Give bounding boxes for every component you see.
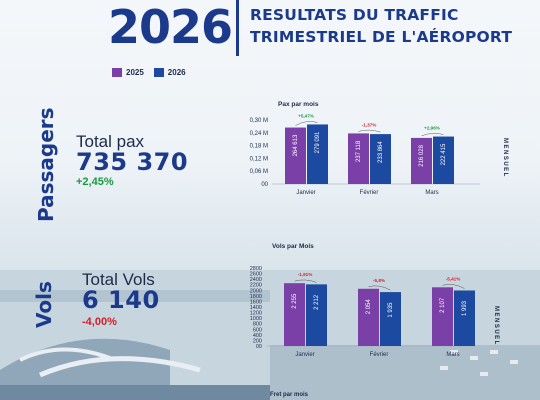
- bar-value-label: 237 118: [356, 140, 362, 162]
- y-tick-label: 0,12 M: [250, 156, 268, 162]
- y-tick-label: 1000: [250, 316, 262, 322]
- legend-item-2026: 2026: [153, 68, 186, 77]
- y-tick-label: 800: [253, 322, 262, 328]
- x-tick-label: Février: [370, 352, 389, 358]
- bar-2025-mars: [411, 137, 432, 184]
- flights-chart: Vols par Mois002004006008001000120014001…: [250, 243, 476, 358]
- y-tick-label: 2800: [250, 266, 262, 272]
- pax-chart: Pax par mois 00 0,06 M 0,12 M 0,18 M 0,24 M 0,…: [250, 101, 480, 196]
- flights-kpi-value: 6 140: [82, 286, 160, 314]
- y-tick-label: 0,30 M: [250, 118, 268, 124]
- bar-2025-janvier: [285, 127, 306, 184]
- bar-value-label: 216 028: [419, 144, 425, 166]
- y-tick-label: 1400: [250, 305, 262, 311]
- y-tick-label: 00: [261, 182, 268, 188]
- legend-label-2026: 2026: [167, 68, 186, 77]
- change-arc: [295, 121, 318, 126]
- y-tick-label: 0,06 M: [250, 169, 268, 175]
- x-tick-label: Mars: [425, 190, 438, 196]
- passengers-kpi-value: 735 370: [76, 148, 189, 176]
- bar-value-label: 2 054: [366, 299, 372, 315]
- y-tick-label: 1200: [250, 311, 262, 317]
- y-tick-label: 2000: [250, 288, 262, 294]
- bar-value-label: 2 107: [440, 297, 446, 313]
- y-tick-label: 200: [253, 338, 262, 344]
- change-arc: [442, 284, 465, 289]
- bar-2025-février: [358, 288, 379, 346]
- fret-chart-title: Fret par mois: [270, 392, 309, 398]
- change-arc: [294, 279, 317, 283]
- bar-value-label: 264 613: [293, 134, 299, 156]
- x-tick-label: Mars: [446, 352, 459, 358]
- bar-value-label: 1 935: [388, 302, 394, 318]
- change-label: -5,41%: [446, 276, 461, 281]
- bar-value-label: 1 993: [462, 300, 468, 316]
- y-tick-label: 400: [253, 333, 262, 339]
- passengers-kpi-change: +2,45%: [76, 176, 114, 188]
- bar-2025-janvier: [284, 283, 305, 346]
- y-tick-label: 1600: [250, 299, 262, 305]
- x-tick-label: Janvier: [295, 352, 314, 358]
- y-tick-label: 2400: [250, 277, 262, 283]
- header-title-line2: TRIMESTRIEL DE L'AÉROPORT: [250, 28, 513, 46]
- change-arc: [368, 285, 391, 291]
- change-label: -5,8%: [373, 278, 385, 283]
- change-label: -1,37%: [362, 122, 377, 127]
- bar-2026-mars: [454, 290, 475, 346]
- change-arc: [358, 129, 381, 133]
- bar-value-label: 2 255: [292, 293, 298, 309]
- y-tick-label: 00: [256, 344, 262, 350]
- header-title-line1: RESULTATS DU TRAFFIC: [250, 6, 459, 24]
- bar-2026-janvier: [307, 124, 328, 184]
- y-tick-label: 600: [253, 327, 262, 333]
- chart-title: Pax par mois: [278, 101, 319, 108]
- y-tick-label: 2200: [250, 283, 262, 289]
- change-arc: [421, 133, 444, 137]
- header-title: RESULTATS DU TRAFFIC TRIMESTRIEL DE L'AÉ…: [250, 4, 512, 48]
- change-label: +2,96%: [424, 126, 440, 131]
- bar-2025-février: [348, 133, 369, 184]
- bar-2026-février: [370, 134, 391, 184]
- flights-mensuel-label: MENSUEL: [493, 306, 499, 346]
- legend-label-2025: 2025: [126, 68, 144, 77]
- y-tick-label: 1800: [250, 294, 262, 300]
- chart-title: Vols par Mois: [272, 243, 314, 250]
- y-tick-label: 0,24 M: [250, 131, 268, 137]
- bar-value-label: 233 864: [378, 141, 384, 163]
- bar-2026-janvier: [306, 284, 327, 346]
- flights-kpi-change: -4,00%: [82, 316, 117, 328]
- passengers-mensuel-label: MENSUEL: [502, 138, 508, 178]
- legend-swatch-2026: [153, 68, 164, 77]
- x-tick-label: Janvier: [296, 190, 315, 196]
- header-year: 2026: [108, 0, 233, 54]
- flights-kpi-label: Total Vols: [82, 270, 155, 289]
- legend-item-2025: 2025: [112, 68, 144, 77]
- change-label: +5,47%: [298, 113, 314, 118]
- change-label: -1,91%: [298, 272, 313, 277]
- bar-2025-mars: [432, 287, 453, 346]
- legend: 2025 2026: [112, 68, 186, 77]
- bar-2026-mars: [433, 136, 454, 184]
- bar-value-label: 222 415: [441, 143, 447, 165]
- bar-value-label: 2 212: [314, 294, 320, 310]
- x-tick-label: Février: [360, 190, 379, 196]
- legend-swatch-2025: [112, 68, 122, 77]
- flights-side-label: Vols: [32, 281, 56, 328]
- y-tick-label: 2600: [250, 272, 262, 278]
- passengers-kpi-label: Total pax: [76, 132, 145, 151]
- header-divider: [236, 0, 239, 56]
- y-tick-label: 0,18 M: [250, 144, 268, 150]
- passengers-side-label: Passagers: [34, 107, 58, 222]
- bar-value-label: 279 091: [315, 131, 321, 153]
- bar-2026-février: [380, 292, 401, 346]
